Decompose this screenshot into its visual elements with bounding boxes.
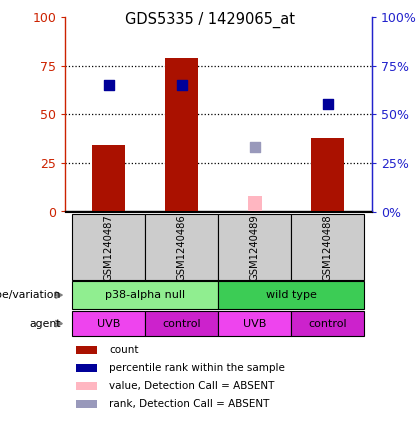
Bar bbox=[76, 364, 97, 372]
Point bbox=[325, 101, 331, 108]
Text: wild type: wild type bbox=[266, 290, 317, 300]
Text: GSM1240488: GSM1240488 bbox=[323, 214, 333, 280]
Bar bbox=[72, 311, 145, 336]
Text: GSM1240487: GSM1240487 bbox=[104, 214, 114, 280]
Text: agent: agent bbox=[29, 319, 61, 329]
Bar bbox=[76, 346, 97, 354]
Bar bbox=[312, 137, 344, 212]
Bar bbox=[218, 214, 291, 280]
Text: rank, Detection Call = ABSENT: rank, Detection Call = ABSENT bbox=[109, 399, 270, 409]
Text: control: control bbox=[309, 319, 347, 329]
Text: control: control bbox=[163, 319, 201, 329]
Bar bbox=[165, 58, 198, 212]
Text: count: count bbox=[109, 345, 139, 355]
Point bbox=[105, 82, 112, 88]
Bar bbox=[72, 214, 145, 280]
Bar bbox=[92, 146, 125, 212]
Bar bbox=[291, 214, 365, 280]
Point bbox=[252, 144, 258, 151]
Text: percentile rank within the sample: percentile rank within the sample bbox=[109, 363, 285, 373]
Text: genotype/variation: genotype/variation bbox=[0, 290, 61, 300]
Bar bbox=[72, 281, 218, 309]
Text: value, Detection Call = ABSENT: value, Detection Call = ABSENT bbox=[109, 381, 275, 391]
Bar bbox=[291, 311, 365, 336]
Text: GDS5335 / 1429065_at: GDS5335 / 1429065_at bbox=[125, 12, 295, 28]
Text: p38-alpha null: p38-alpha null bbox=[105, 290, 186, 300]
Bar bbox=[76, 382, 97, 390]
Text: UVB: UVB bbox=[243, 319, 267, 329]
Bar bbox=[145, 311, 218, 336]
Text: UVB: UVB bbox=[97, 319, 121, 329]
Text: GSM1240489: GSM1240489 bbox=[250, 214, 260, 280]
Bar bbox=[247, 196, 262, 212]
Bar bbox=[218, 281, 365, 309]
Point bbox=[178, 82, 185, 88]
Bar bbox=[76, 400, 97, 408]
Bar bbox=[218, 311, 291, 336]
Bar bbox=[145, 214, 218, 280]
Text: GSM1240486: GSM1240486 bbox=[177, 214, 187, 280]
